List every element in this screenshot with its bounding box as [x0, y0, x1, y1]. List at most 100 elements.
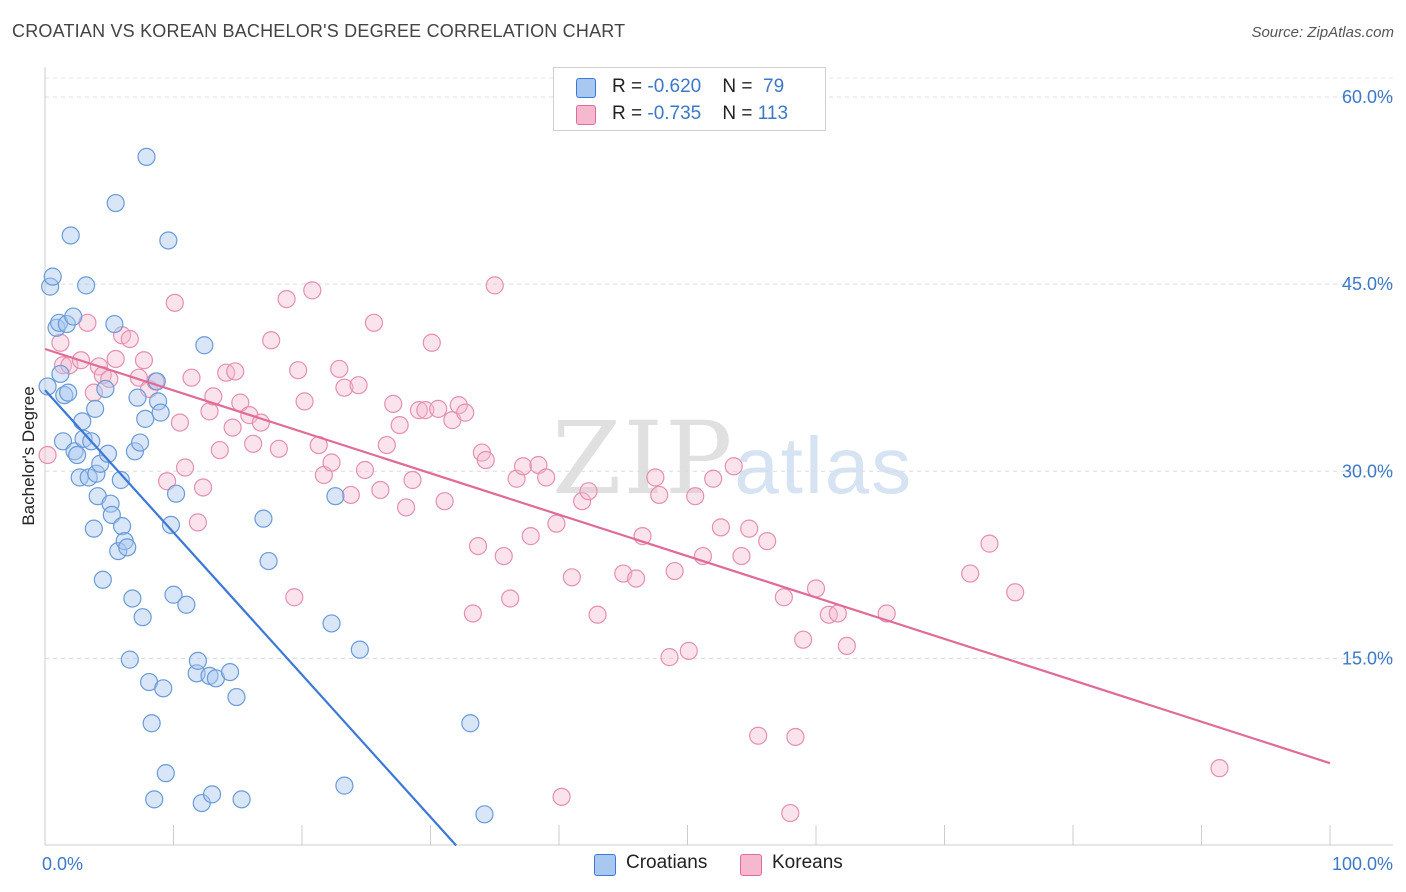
croatians-n-label: N = — [722, 76, 758, 97]
korean-point-25 — [204, 387, 223, 406]
croatians-legend-swatch — [594, 854, 616, 876]
croatian-point-51 — [154, 679, 173, 698]
korean-point-85 — [646, 468, 665, 487]
croatian-point-69 — [259, 551, 278, 571]
korean-point-55 — [403, 470, 422, 490]
korean-point-67 — [476, 450, 495, 470]
croatian-point-25 — [93, 570, 112, 589]
croatians-trendline — [44, 389, 458, 847]
korean-point-53 — [390, 415, 409, 435]
croatian-point-67 — [232, 790, 251, 809]
croatian-point-71 — [326, 487, 345, 506]
croatian-point-57 — [177, 595, 196, 614]
korean-point-10 — [106, 349, 125, 369]
croatian-point-10 — [61, 226, 80, 245]
croatian-point-61 — [195, 336, 214, 355]
croatian-point-43 — [136, 409, 155, 428]
korean-point-52 — [384, 394, 403, 413]
croatians-n-value: 79 — [763, 76, 785, 97]
korean-point-92 — [704, 469, 723, 488]
croatian-point-66 — [227, 687, 246, 707]
korean-point-24 — [200, 402, 219, 421]
croatian-point-40 — [128, 388, 147, 407]
source-label: Source: ZipAtlas.com — [1251, 24, 1394, 41]
korean-point-60 — [435, 492, 454, 511]
korean-point-1 — [51, 333, 70, 352]
croatian-point-30 — [105, 314, 124, 334]
korean-point-76 — [547, 514, 566, 533]
croatian-point-55 — [164, 585, 183, 604]
korean-point-39 — [295, 392, 314, 411]
koreans-n-value: 113 — [757, 103, 789, 124]
croatian-point-54 — [161, 515, 181, 534]
croatian-point-11 — [64, 307, 83, 326]
korean-point-36 — [277, 289, 296, 309]
croatian-point-65 — [220, 662, 240, 682]
croatian-point-38 — [123, 589, 142, 608]
croatian-point-46 — [142, 714, 161, 733]
trendlines — [44, 347, 1331, 847]
korean-point-37 — [285, 588, 304, 607]
korean-point-86 — [650, 485, 669, 505]
y-tick-label-3: 60.0% — [1342, 87, 1393, 107]
croatian-point-32 — [109, 541, 128, 561]
croatian-point-68 — [254, 509, 273, 528]
croatian-point-6 — [53, 432, 73, 451]
croatian-point-63 — [202, 785, 222, 804]
croatian-point-21 — [86, 399, 105, 418]
korean-point-58 — [422, 333, 441, 352]
koreans-swatch — [576, 105, 596, 125]
croatian-point-34 — [112, 517, 132, 536]
korean-point-100 — [781, 803, 800, 823]
croatian-point-2 — [43, 267, 62, 286]
korean-point-102 — [794, 630, 813, 649]
croatian-point-50 — [151, 403, 170, 422]
croatian-point-73 — [350, 640, 369, 659]
croatian-point-27 — [98, 444, 118, 463]
croatian-point-22 — [87, 464, 106, 483]
korean-point-106 — [837, 636, 856, 656]
croatian-point-0 — [38, 377, 57, 396]
korean-point-99 — [774, 588, 793, 607]
croatians-points — [38, 147, 494, 824]
correlation-legend: R = -0.620 N = 79 R = -0.735 N = 113 — [553, 67, 826, 131]
korean-point-14 — [134, 351, 154, 370]
korean-point-34 — [262, 331, 281, 350]
y-axis-label: Bachelor's Degree — [19, 386, 38, 525]
korean-point-63 — [456, 403, 475, 422]
korean-point-19 — [170, 413, 190, 432]
koreans-n-label: N = — [722, 103, 758, 124]
croatian-point-39 — [125, 442, 145, 461]
watermark-atlas: atlas — [734, 421, 914, 510]
croatian-point-15 — [73, 412, 92, 431]
korean-point-73 — [521, 527, 540, 546]
korean-point-68 — [485, 276, 504, 295]
koreans-legend-swatch — [740, 854, 762, 876]
croatian-point-47 — [145, 790, 164, 809]
korean-point-87 — [660, 648, 679, 667]
x-tick-label-max: 100.0% — [1332, 854, 1393, 874]
korean-point-101 — [786, 727, 805, 747]
croatian-point-29 — [102, 505, 121, 525]
korean-point-88 — [665, 561, 684, 581]
korean-point-6 — [84, 383, 103, 402]
korean-point-110 — [1006, 583, 1025, 602]
croatian-point-53 — [159, 231, 178, 250]
croatian-point-52 — [156, 764, 175, 783]
croatian-point-75 — [475, 805, 494, 824]
korean-point-50 — [371, 480, 390, 500]
croatian-point-56 — [166, 484, 186, 503]
korean-point-23 — [193, 478, 213, 497]
korean-point-83 — [626, 569, 646, 588]
croatian-point-42 — [133, 608, 152, 627]
korean-point-20 — [175, 458, 195, 477]
croatian-point-5 — [51, 364, 70, 384]
korean-point-46 — [341, 485, 360, 505]
korean-point-56 — [409, 401, 429, 420]
koreans-points — [38, 276, 1229, 823]
croatian-point-3 — [47, 318, 66, 337]
koreans-legend-label: Koreans — [772, 852, 843, 873]
y-tick-label-2: 45.0% — [1342, 274, 1393, 294]
croatian-point-9 — [59, 383, 78, 402]
